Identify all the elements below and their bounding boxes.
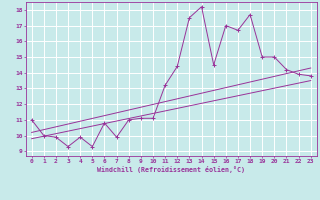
X-axis label: Windchill (Refroidissement éolien,°C): Windchill (Refroidissement éolien,°C)	[97, 166, 245, 173]
